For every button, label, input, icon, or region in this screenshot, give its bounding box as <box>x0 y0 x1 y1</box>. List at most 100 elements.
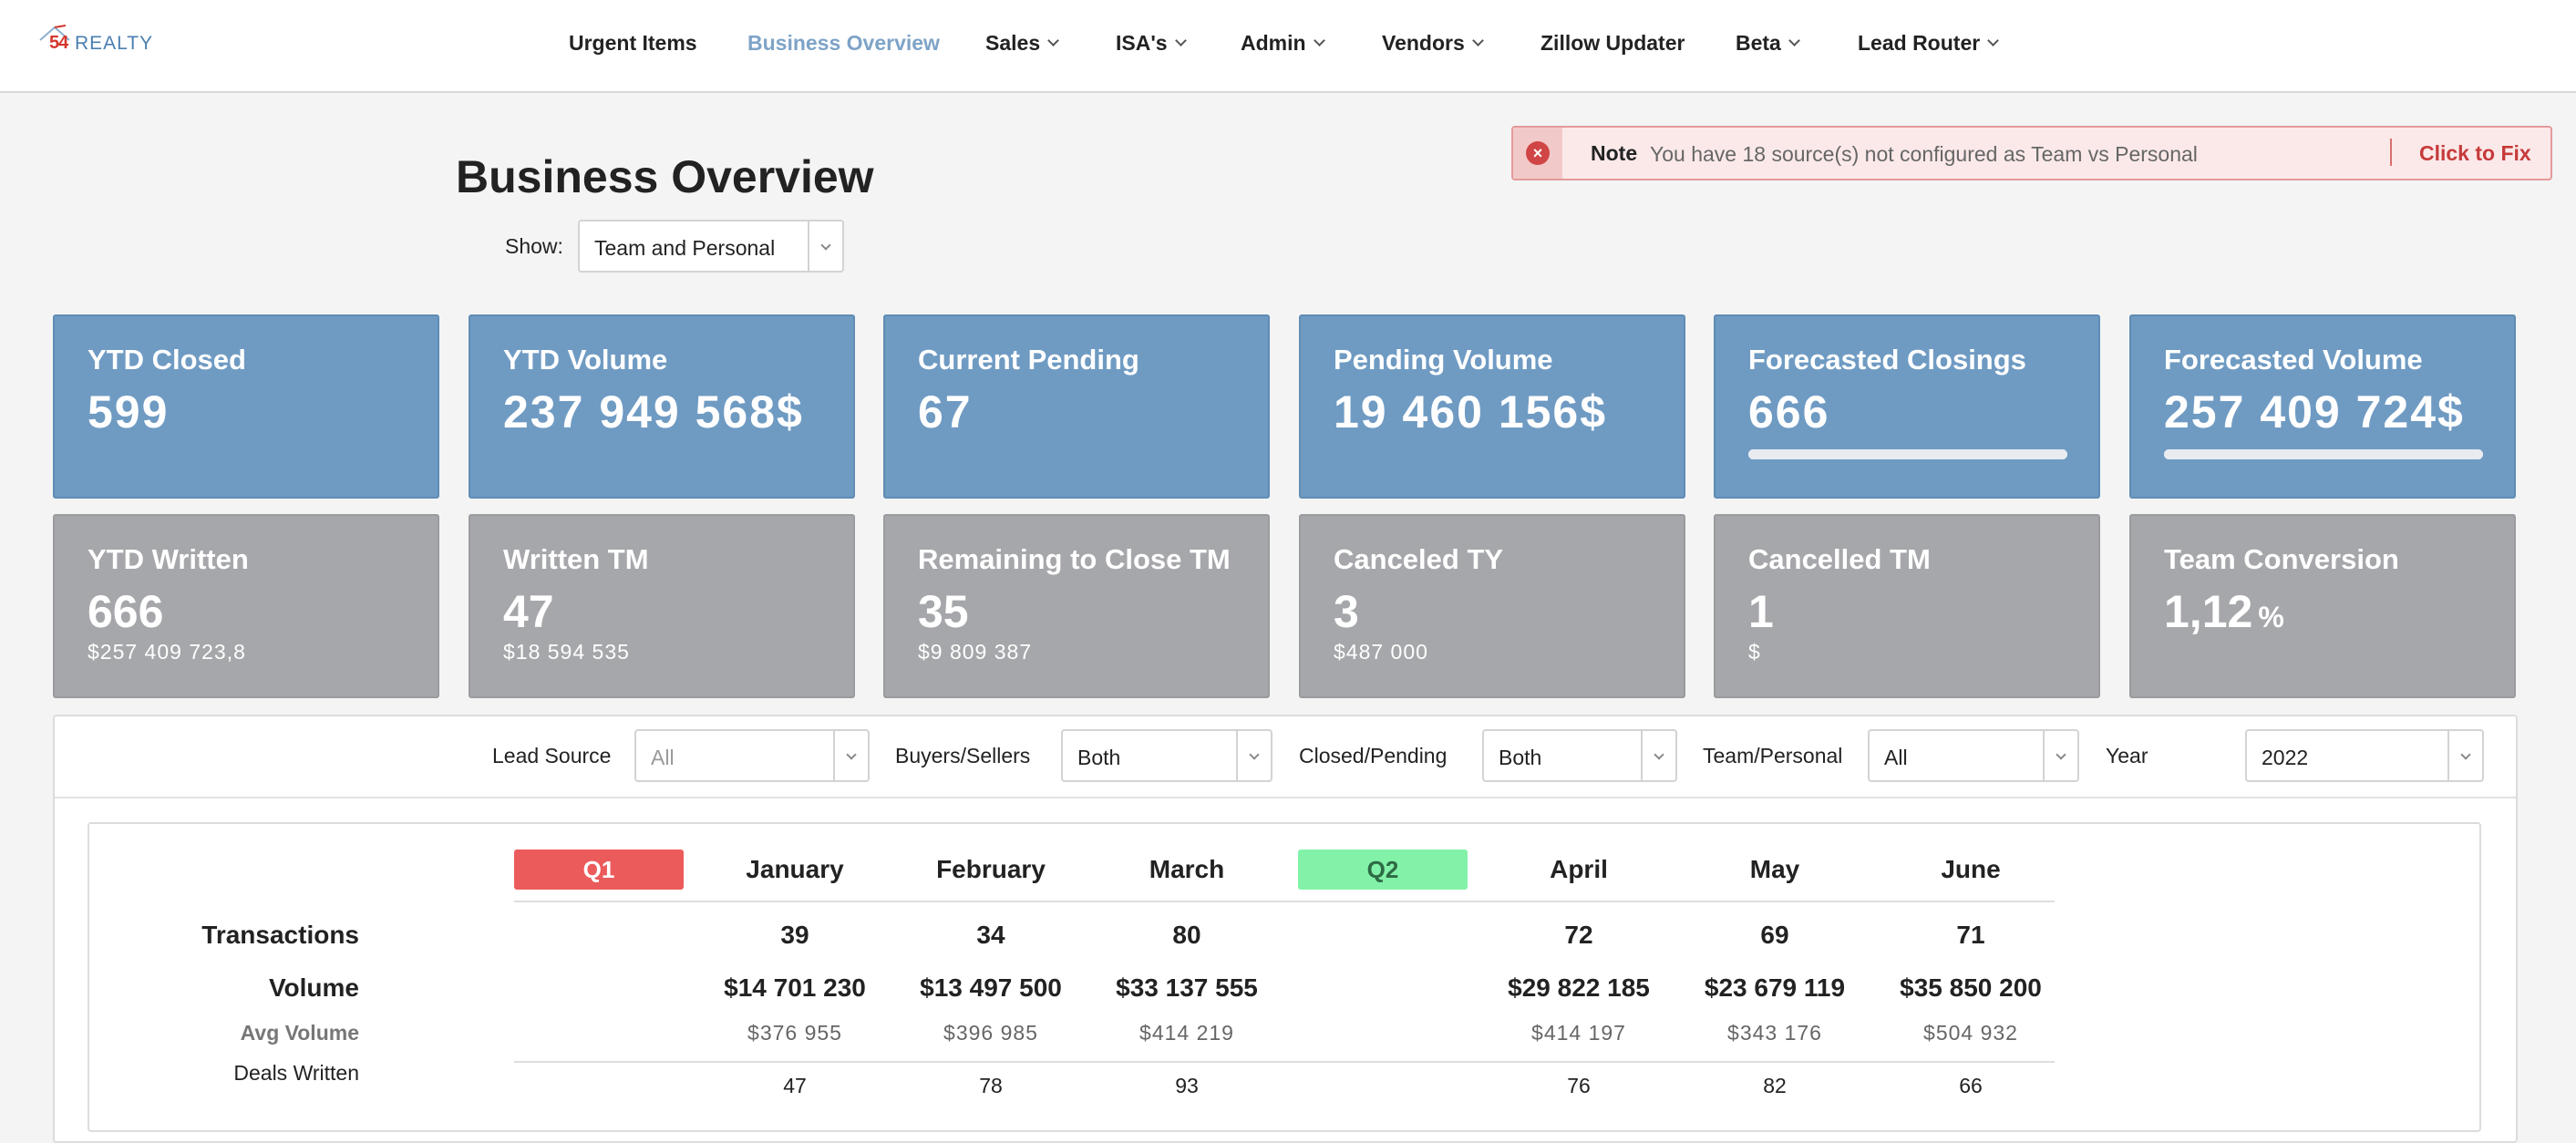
chevron-down-icon <box>1987 35 2000 46</box>
card-value: 666 <box>88 586 164 637</box>
card-subvalue: $9 809 387 <box>918 640 1033 664</box>
cell-transactions: 39 <box>780 921 809 949</box>
year-select[interactable]: 2022 <box>2245 729 2484 782</box>
team-personal-value: All <box>1884 746 1908 769</box>
show-select-value: Team and Personal <box>594 236 776 260</box>
cell-deals-written: 93 <box>1175 1074 1199 1097</box>
card-title: Written TM <box>503 543 649 575</box>
chevron-down-icon <box>1174 35 1187 46</box>
logo-text: REALTY <box>75 33 154 54</box>
chevron-down-icon <box>1471 35 1484 46</box>
card-title: Team Conversion <box>2164 543 2399 575</box>
card-forecasted-volume[interactable]: Forecasted Volume 257 409 724$ <box>2129 314 2516 499</box>
month-header-january: January <box>746 855 844 883</box>
nav-label: Admin <box>1241 31 1306 55</box>
card-value: 666 <box>1748 386 1830 438</box>
year-value: 2022 <box>2262 746 2309 769</box>
lead-source-label: Lead Source <box>492 744 612 767</box>
chevron-down-icon <box>1047 35 1059 46</box>
cell-avg-volume: $343 176 <box>1727 1021 1822 1045</box>
cell-deals-written: 76 <box>1567 1074 1591 1097</box>
card-value-number: 1,12 <box>2164 586 2253 637</box>
nav-admin[interactable]: Admin <box>1241 31 1325 56</box>
nav-zillow-updater[interactable]: Zillow Updater <box>1540 31 1685 56</box>
cell-volume: $35 850 200 <box>1900 973 2042 1002</box>
lead-source-value: All <box>651 746 675 769</box>
chevron-down-icon[interactable] <box>2043 731 2077 780</box>
card-value: 35 <box>918 586 969 637</box>
buyers-sellers-select[interactable]: Both <box>1061 729 1273 782</box>
table-divider <box>514 1061 2055 1063</box>
filter-row: Lead Source All Buyers/Sellers Both Clos… <box>55 716 2516 798</box>
chevron-down-icon[interactable] <box>2447 731 2482 780</box>
cell-transactions: 72 <box>1564 921 1593 949</box>
month-header-april: April <box>1550 855 1608 883</box>
chevron-down-icon[interactable] <box>808 221 842 271</box>
nav-sales[interactable]: Sales <box>985 31 1059 56</box>
chevron-down-icon[interactable] <box>833 731 868 780</box>
cell-transactions: 69 <box>1760 921 1789 949</box>
alert-icon-box: × <box>1513 128 1562 179</box>
buyers-sellers-label: Buyers/Sellers <box>895 744 1031 767</box>
card-cancelled-tm[interactable]: Cancelled TM 1 $ <box>1714 514 2100 698</box>
closed-pending-label: Closed/Pending <box>1299 744 1448 767</box>
card-remaining-to-close[interactable]: Remaining to Close TM 35 $9 809 387 <box>883 514 1270 698</box>
card-forecasted-closings[interactable]: Forecasted Closings 666 <box>1714 314 2100 499</box>
card-canceled-ty[interactable]: Canceled TY 3 $487 000 <box>1299 514 1685 698</box>
note-alert: × Note You have 18 source(s) not configu… <box>1511 126 2552 180</box>
nav-label: Urgent Items <box>569 31 697 55</box>
nav-vendors[interactable]: Vendors <box>1382 31 1484 56</box>
row-label-avg-volume: Avg Volume <box>240 1021 359 1045</box>
closed-pending-select[interactable]: Both <box>1482 729 1677 782</box>
chevron-down-icon[interactable] <box>1236 731 1271 780</box>
chevron-down-icon <box>1788 35 1800 46</box>
show-select[interactable]: Team and Personal <box>578 220 844 273</box>
closed-pending-value: Both <box>1499 746 1542 769</box>
card-ytd-closed[interactable]: YTD Closed 599 <box>53 314 439 499</box>
cell-volume: $29 822 185 <box>1508 973 1650 1002</box>
nav-label: Lead Router <box>1858 31 1981 55</box>
month-header-march: March <box>1149 855 1225 883</box>
month-header-june: June <box>1941 855 2001 883</box>
card-value: 67 <box>918 386 973 438</box>
card-title: Pending Volume <box>1334 344 1553 376</box>
cell-avg-volume: $414 197 <box>1531 1021 1626 1045</box>
card-value: 237 949 568$ <box>503 386 804 438</box>
close-circle-icon[interactable]: × <box>1526 141 1550 165</box>
card-title: Forecasted Volume <box>2164 344 2423 376</box>
month-header-may: May <box>1749 855 1800 883</box>
nav-label: Zillow Updater <box>1540 31 1685 55</box>
row-label-transactions: Transactions <box>201 921 359 949</box>
card-team-conversion[interactable]: Team Conversion 1,12% <box>2129 514 2516 698</box>
click-to-fix-link[interactable]: Click to Fix <box>2419 141 2531 165</box>
card-subvalue: $487 000 <box>1334 640 1428 664</box>
card-pending-volume[interactable]: Pending Volume 19 460 156$ <box>1299 314 1685 499</box>
card-title: Current Pending <box>918 344 1139 376</box>
cell-transactions: 71 <box>1956 921 1985 949</box>
card-title: YTD Volume <box>503 344 668 376</box>
card-current-pending[interactable]: Current Pending 67 <box>883 314 1270 499</box>
progress-fill <box>2164 449 2483 459</box>
month-header-february: February <box>936 855 1046 883</box>
card-ytd-written[interactable]: YTD Written 666 $257 409 723,8 <box>53 514 439 698</box>
chevron-down-icon[interactable] <box>1641 731 1675 780</box>
buyers-sellers-value: Both <box>1077 746 1121 769</box>
team-personal-select[interactable]: All <box>1868 729 2079 782</box>
progress-bar <box>2164 449 2483 459</box>
card-subvalue: $257 409 723,8 <box>88 640 246 664</box>
nav-beta[interactable]: Beta <box>1736 31 1800 56</box>
note-divider <box>2390 139 2392 166</box>
team-personal-label: Team/Personal <box>1703 744 1843 767</box>
card-value: 3 <box>1334 586 1359 637</box>
cell-volume: $23 679 119 <box>1704 973 1846 1002</box>
nav-business-overview[interactable]: Business Overview <box>747 31 940 56</box>
nav-lead-router[interactable]: Lead Router <box>1858 31 2000 56</box>
card-written-tm[interactable]: Written TM 47 $18 594 535 <box>469 514 855 698</box>
nav-urgent-items[interactable]: Urgent Items <box>569 31 697 56</box>
lead-source-select[interactable]: All <box>634 729 870 782</box>
nav-isas[interactable]: ISA's <box>1116 31 1187 56</box>
card-title: Forecasted Closings <box>1748 344 2026 376</box>
card-title: YTD Written <box>88 543 249 575</box>
card-subvalue: $ <box>1748 640 1761 664</box>
card-ytd-volume[interactable]: YTD Volume 237 949 568$ <box>469 314 855 499</box>
